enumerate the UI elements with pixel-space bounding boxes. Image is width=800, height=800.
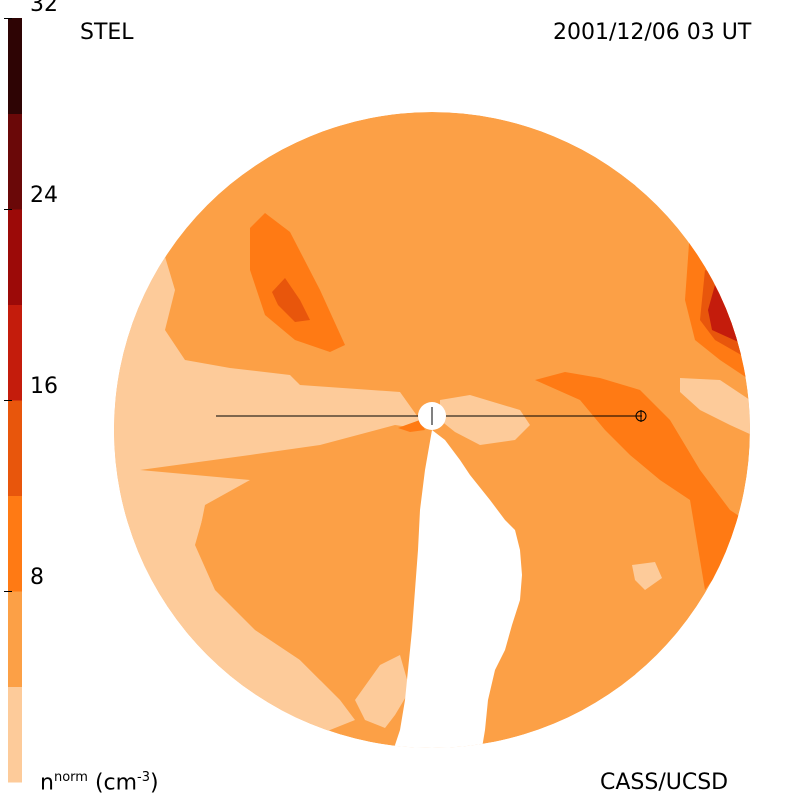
units-unit-sup: -3	[137, 770, 151, 785]
light-region-left	[114, 240, 420, 748]
light-center-right	[440, 395, 530, 445]
colorbar-tick-mark	[4, 209, 12, 210]
light-right	[680, 378, 750, 435]
light-lower-right	[632, 562, 662, 590]
medium-center	[398, 420, 425, 432]
colorbar-band	[8, 400, 22, 496]
colorbar-tick-label: 32	[30, 0, 58, 17]
colorbar-band	[8, 209, 22, 305]
units-sup: norm	[53, 770, 88, 785]
colorbar-tick-label: 16	[30, 374, 58, 399]
colorbar-band	[8, 113, 22, 210]
colorbar	[8, 18, 22, 783]
occulter-wedge	[390, 430, 522, 748]
colorbar-tick-label: 8	[30, 565, 44, 590]
colorbar-tick-mark	[4, 400, 12, 401]
colorbar-tick-mark	[4, 591, 12, 592]
credit-label: CASS/UCSD	[600, 770, 729, 795]
colorbar-bands	[8, 18, 22, 783]
colorbar-band	[8, 18, 22, 114]
units-base: n	[40, 770, 54, 796]
title-left: STEL	[80, 20, 134, 45]
colorbar-tick-mark	[4, 18, 12, 19]
colorbar-band	[8, 591, 22, 687]
sun-marker	[418, 402, 446, 430]
light-inner-left	[355, 655, 410, 728]
colorbar-band	[8, 304, 22, 401]
medium-lobe-left	[250, 213, 345, 352]
dark-lobe-left	[272, 278, 310, 322]
title-right: 2001/12/06 03 UT	[553, 20, 752, 45]
units-close: )	[150, 770, 159, 796]
earth-marker	[635, 410, 647, 422]
colorbar-band	[8, 495, 22, 592]
units-unit: (cm	[94, 770, 138, 796]
units-label: nnorm (cm-3)	[40, 770, 159, 795]
colorbar-band	[8, 686, 22, 783]
colorbar-tick-label: 24	[30, 183, 58, 208]
base-inner-left	[140, 425, 430, 730]
